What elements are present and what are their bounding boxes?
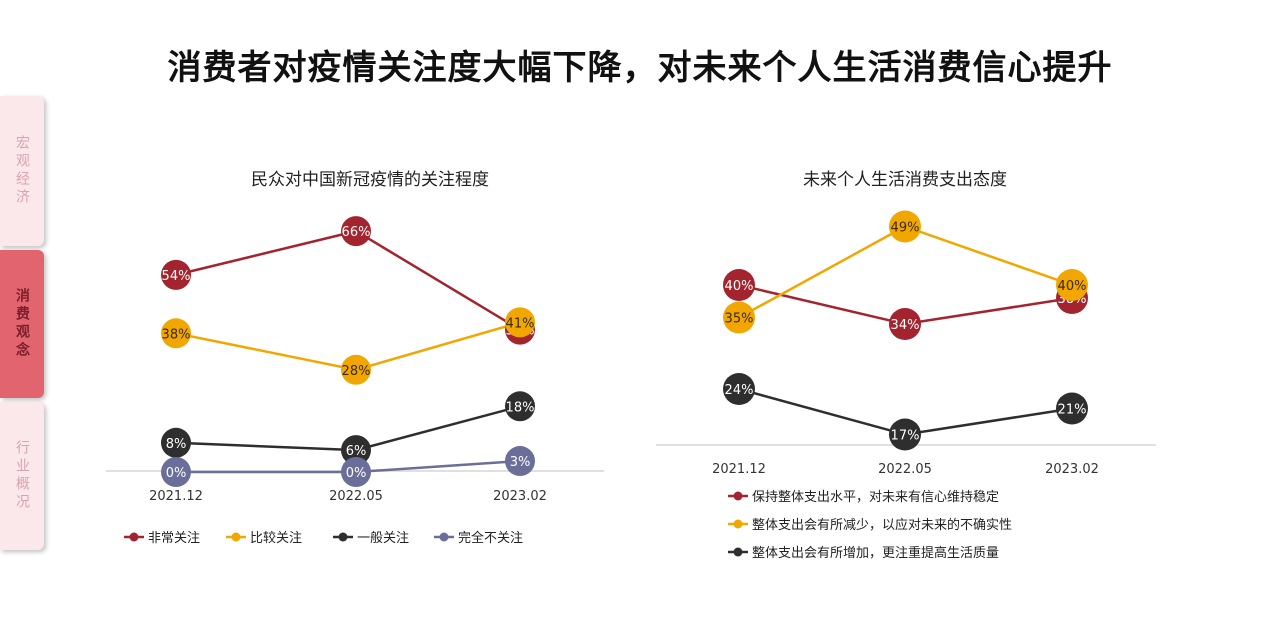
chart2-data-label: 49%	[891, 221, 920, 236]
chart2-legend-label: 整体支出会有所增加，更注重提高生活质量	[752, 545, 999, 561]
chart1-data-label: 54%	[162, 269, 191, 284]
sidebar-tab-consumption-concept[interactable]: 消费观念	[0, 250, 44, 398]
chart2-data-label: 21%	[1058, 403, 1087, 418]
chart1-legend-label: 一般关注	[357, 530, 409, 546]
chart1-data-label: 6%	[346, 444, 367, 459]
chart2-legend-marker	[733, 519, 743, 529]
sidebar-tab-label: 消费观念	[14, 288, 30, 360]
chart1-legend-marker	[129, 532, 139, 542]
chart1-x-tick-label: 2023.02	[493, 489, 547, 504]
chart2-data-point	[1056, 269, 1088, 301]
page-title: 消费者对疫情关注度大幅下降，对未来个人生活消费信心提升	[167, 48, 1113, 88]
chart1-legend-label: 完全不关注	[458, 530, 523, 546]
chart1-data-label: 28%	[342, 364, 371, 379]
chart2-data-point	[889, 418, 921, 451]
sidebar-tab-label: 行业概况	[14, 440, 30, 512]
chart1-data-point	[341, 457, 371, 487]
chart1-data-point	[341, 216, 371, 247]
chart1-data-label: 41%	[506, 316, 535, 331]
chart1-data-point	[505, 307, 535, 338]
chart2-data-point	[723, 269, 755, 301]
chart1-data-label: 18%	[506, 400, 535, 415]
chart2-data-label: 40%	[725, 279, 754, 294]
chart1-data-label: 3%	[510, 455, 531, 470]
chart2-x-tick-label: 2021.12	[712, 462, 766, 477]
chart2-data-label: 35%	[725, 312, 754, 327]
chart1-legend-marker	[338, 532, 348, 542]
chart1-x-tick-label: 2022.05	[329, 489, 383, 504]
chart1-legend-marker	[439, 532, 449, 542]
chart2-x-tick-label: 2023.02	[1045, 462, 1099, 477]
chart2-data-point	[889, 210, 921, 243]
sidebar-tab-industry-overview[interactable]: 行业概况	[0, 402, 44, 550]
chart1-data-point	[341, 435, 371, 466]
chart2-data-label: 40%	[1058, 279, 1087, 294]
chart1-x-tick-label: 2021.12	[149, 489, 203, 504]
chart1-data-label: 0%	[166, 466, 187, 481]
sidebar-tab-label: 宏观经济	[14, 135, 30, 207]
chart1-legend-label: 比较关注	[250, 531, 302, 546]
chart1-data-point	[505, 391, 535, 422]
chart2-legend-marker	[733, 547, 743, 557]
chart1-data-label: 38%	[162, 327, 191, 342]
chart1-title: 民众对中国新冠疫情的关注程度	[251, 170, 489, 190]
chart2-legend-label: 保持整体支出水平，对未来有信心维持稳定	[752, 489, 999, 505]
chart1-data-point	[505, 446, 535, 477]
chart2-data-point	[723, 373, 755, 405]
chart1-data-label: 8%	[166, 437, 187, 452]
chart2-data-label: 24%	[725, 383, 754, 398]
chart1-data-label: 0%	[346, 466, 367, 481]
chart1-data-point	[161, 259, 191, 290]
chart1-legend-marker	[231, 532, 241, 542]
chart1-legend-label: 非常关注	[148, 531, 200, 546]
chart2-data-point	[723, 301, 755, 334]
chart1-data-point	[161, 457, 191, 487]
chart2-data-point	[1056, 392, 1088, 425]
chart2-x-tick-label: 2022.05	[878, 462, 932, 477]
chart1-data-point	[161, 318, 191, 349]
chart1-data-point	[161, 427, 191, 458]
chart2-title: 未来个人生活消费支出态度	[803, 170, 1007, 190]
chart2-legend-label: 整体支出会有所减少，以应对未来的不确实性	[752, 517, 1012, 533]
chart2-data-point	[889, 308, 921, 340]
chart2-spending-attitude: 2021.122022.052023.0240%34%38%35%49%40%2…	[656, 210, 1156, 561]
chart2-data-label: 17%	[891, 429, 920, 444]
chart1-series-line	[175, 229, 521, 331]
sidebar-tab-macro-economy[interactable]: 宏观经济	[0, 96, 44, 246]
chart1-attention-level: 2021.122022.052023.0254%66%39%38%28%41%8…	[106, 216, 604, 546]
chart1-data-label: 66%	[342, 225, 371, 240]
chart1-data-point	[341, 354, 371, 385]
chart2-data-label: 34%	[891, 318, 920, 333]
chart2-legend-marker	[733, 491, 743, 501]
